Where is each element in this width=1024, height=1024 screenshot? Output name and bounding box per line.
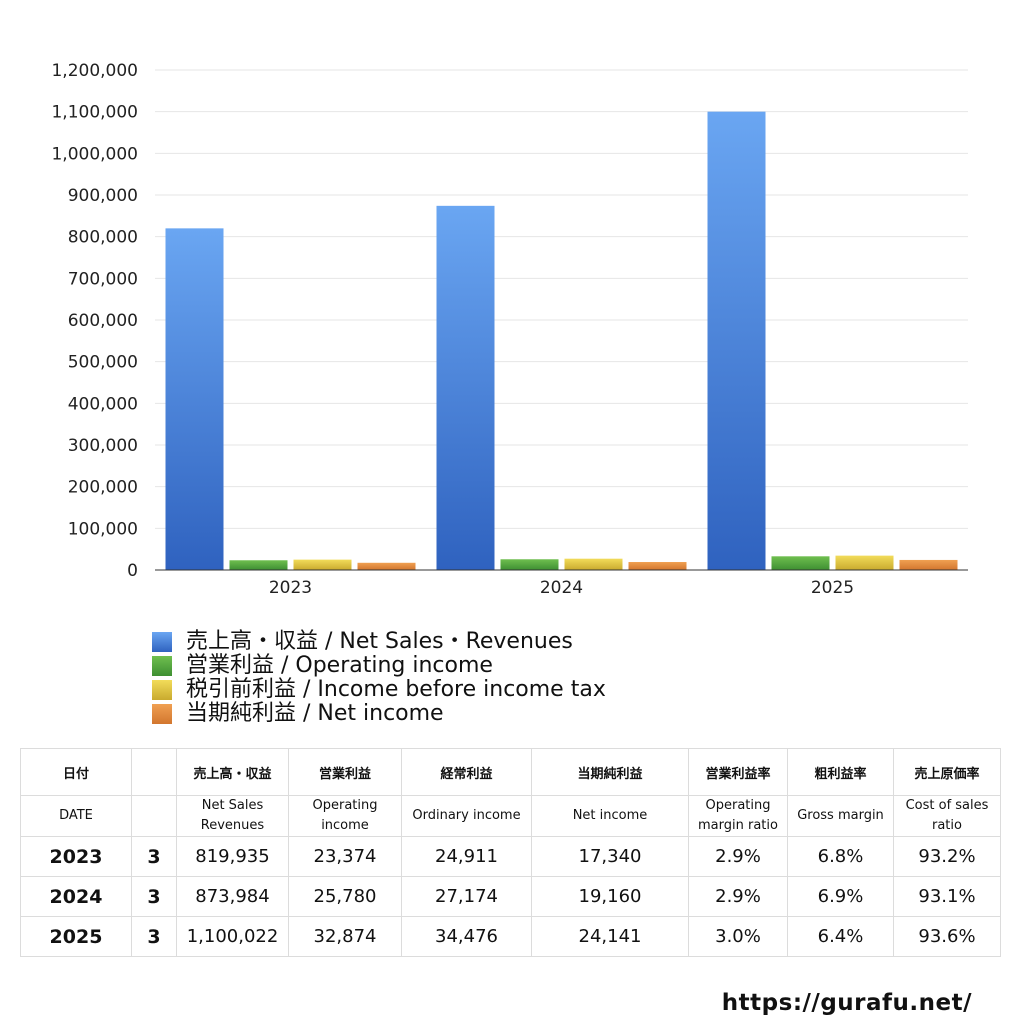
y-tick-label: 900,000	[68, 186, 138, 206]
chart-legend: 売上高・収益 / Net Sales・Revenues 営業利益 / Operat…	[152, 630, 606, 726]
legend-label: 当期純利益 / Net income	[186, 701, 444, 726]
cell-operating: 25,780	[288, 876, 402, 917]
bar-2025-series-1	[771, 556, 830, 570]
header-date-en: DATE	[20, 795, 132, 837]
cell-year: 2025	[20, 916, 132, 957]
bar-2025-series-3	[899, 559, 958, 570]
header-op-margin-jp: 営業利益率	[688, 748, 788, 796]
table-row: 2024 3 873,984 25,780 27,174 19,160 2.9%…	[20, 876, 1001, 917]
y-tick-label: 1,200,000	[51, 61, 138, 81]
legend-swatch	[152, 680, 172, 700]
source-url[interactable]: https://gurafu.net/	[721, 990, 972, 1016]
y-tick-label: 600,000	[68, 311, 138, 331]
cell-cost-ratio: 93.2%	[893, 836, 1001, 877]
bar-2024-series-0	[436, 205, 495, 570]
bar-2024-series-3	[628, 562, 687, 570]
cell-operating: 23,374	[288, 836, 402, 877]
header-date-jp: 日付	[20, 748, 132, 796]
bar-2025-series-0	[707, 111, 766, 570]
header-sales-en: Net Sales Revenues	[176, 795, 289, 837]
cell-cost-ratio: 93.6%	[893, 916, 1001, 957]
y-tick-label: 1,000,000	[51, 144, 138, 164]
cell-net: 24,141	[531, 916, 689, 957]
y-tick-label: 700,000	[68, 269, 138, 289]
legend-label: 売上高・収益 / Net Sales・Revenues	[186, 629, 573, 654]
header-cost-ratio-en: Cost of sales ratio	[893, 795, 1001, 837]
financial-table: 日付 売上高・収益 営業利益 経常利益 当期純利益 営業利益率 粗利益率 売上原…	[20, 748, 1001, 957]
header-month-en	[131, 795, 177, 837]
header-gross-margin-jp: 粗利益率	[787, 748, 894, 796]
header-net-jp: 当期純利益	[531, 748, 689, 796]
header-sales-jp: 売上高・収益	[176, 748, 289, 796]
cell-month: 3	[131, 836, 177, 877]
y-tick-label: 200,000	[68, 478, 138, 498]
bar-2023-series-0	[165, 228, 224, 570]
header-ordinary-jp: 経常利益	[401, 748, 532, 796]
cell-ordinary: 27,174	[401, 876, 532, 917]
bar-2024-series-2	[564, 558, 623, 570]
legend-item: 税引前利益 / Income before income tax	[152, 678, 606, 702]
cell-cost-ratio: 93.1%	[893, 876, 1001, 917]
x-tick-label: 2023	[269, 578, 312, 598]
y-tick-label: 300,000	[68, 436, 138, 456]
y-tick-label: 100,000	[68, 519, 138, 539]
y-tick-label: 0	[127, 561, 138, 581]
legend-swatch	[152, 656, 172, 676]
table-row: 2025 3 1,100,022 32,874 34,476 24,141 3.…	[20, 916, 1001, 957]
cell-ordinary: 24,911	[401, 836, 532, 877]
header-operating-en: Operating income	[288, 795, 402, 837]
cell-gross-margin: 6.8%	[787, 836, 894, 877]
cell-operating: 32,874	[288, 916, 402, 957]
legend-item: 売上高・収益 / Net Sales・Revenues	[152, 630, 606, 654]
cell-sales: 819,935	[176, 836, 289, 877]
header-cost-ratio-jp: 売上原価率	[893, 748, 1001, 796]
bar-2024-series-1	[500, 559, 559, 570]
cell-year: 2024	[20, 876, 132, 917]
x-tick-label: 2024	[540, 578, 583, 598]
bar-2023-series-1	[229, 560, 288, 570]
x-tick-label: 2025	[811, 578, 854, 598]
y-tick-label: 500,000	[68, 353, 138, 373]
cell-month: 3	[131, 916, 177, 957]
cell-net: 19,160	[531, 876, 689, 917]
header-net-en: Net income	[531, 795, 689, 837]
cell-gross-margin: 6.9%	[787, 876, 894, 917]
cell-sales: 1,100,022	[176, 916, 289, 957]
header-op-margin-en: Operating margin ratio	[688, 795, 788, 837]
cell-year: 2023	[20, 836, 132, 877]
header-gross-margin-en: Gross margin	[787, 795, 894, 837]
header-ordinary-en: Ordinary income	[401, 795, 532, 837]
cell-sales: 873,984	[176, 876, 289, 917]
cell-op-margin: 3.0%	[688, 916, 788, 957]
cell-op-margin: 2.9%	[688, 836, 788, 877]
legend-label: 営業利益 / Operating income	[186, 653, 493, 678]
legend-item: 営業利益 / Operating income	[152, 654, 606, 678]
cell-ordinary: 34,476	[401, 916, 532, 957]
cell-net: 17,340	[531, 836, 689, 877]
table-header-jp: 日付 売上高・収益 営業利益 経常利益 当期純利益 営業利益率 粗利益率 売上原…	[20, 748, 1001, 796]
cell-month: 3	[131, 876, 177, 917]
legend-item: 当期純利益 / Net income	[152, 702, 606, 726]
legend-swatch	[152, 632, 172, 652]
cell-op-margin: 2.9%	[688, 876, 788, 917]
header-operating-jp: 営業利益	[288, 748, 402, 796]
header-month-jp	[131, 748, 177, 796]
y-tick-label: 1,100,000	[51, 103, 138, 123]
legend-swatch	[152, 704, 172, 724]
table-header-en: DATE Net Sales Revenues Operating income…	[20, 795, 1001, 837]
bar-2025-series-2	[835, 555, 894, 570]
bar-2023-series-2	[293, 559, 352, 570]
table-row: 2023 3 819,935 23,374 24,911 17,340 2.9%…	[20, 836, 1001, 877]
legend-label: 税引前利益 / Income before income tax	[186, 677, 606, 702]
bar-chart: 0 100,000 200,000 300,000 400,000 500,000 600,…	[51, 61, 968, 598]
cell-gross-margin: 6.4%	[787, 916, 894, 957]
y-tick-label: 400,000	[68, 394, 138, 414]
bar-2023-series-3	[357, 562, 416, 570]
y-tick-label: 800,000	[68, 228, 138, 248]
